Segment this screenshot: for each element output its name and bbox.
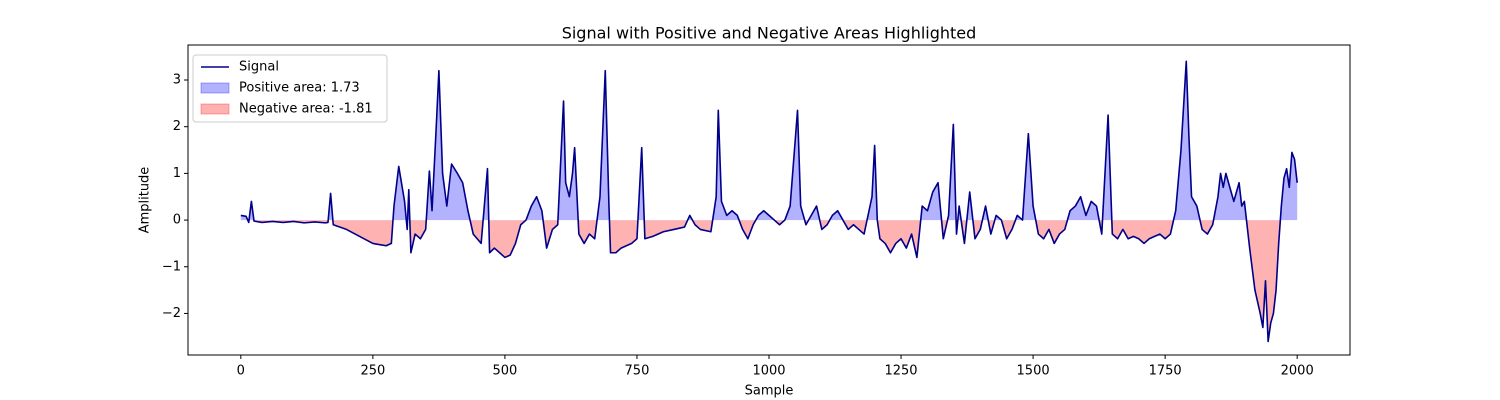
- legend-label: Positive area: 1.73: [239, 81, 360, 96]
- x-tick-label: 1000: [752, 364, 785, 379]
- positive-area: [240, 61, 1298, 221]
- y-tick-label: 3: [173, 73, 181, 88]
- x-tick-label: 1750: [1149, 364, 1182, 379]
- legend-label: Negative area: -1.81: [239, 102, 373, 117]
- x-tick-label: 750: [625, 364, 650, 379]
- x-tick-label: 1250: [884, 364, 917, 379]
- y-tick-label: −2: [162, 306, 181, 321]
- x-tick-label: 1500: [1017, 364, 1050, 379]
- y-tick-label: 1: [173, 166, 181, 181]
- signal-line: [240, 60, 1298, 343]
- x-tick-label: 0: [237, 364, 245, 379]
- chart-title: Signal with Positive and Negative Areas …: [562, 24, 977, 43]
- y-tick-label: −1: [162, 259, 181, 274]
- x-tick-label: 500: [492, 364, 517, 379]
- legend-label: Signal: [239, 60, 279, 75]
- x-tick-label: 250: [360, 364, 385, 379]
- plot-frame: [187, 44, 1351, 356]
- x-tick-label: 2000: [1281, 364, 1314, 379]
- y-axis-label: Amplitude: [138, 167, 153, 234]
- legend-box: [192, 54, 388, 123]
- negative-area: [247, 220, 1281, 342]
- legend-swatch: [200, 82, 230, 94]
- x-axis-label: Sample: [745, 384, 794, 399]
- y-tick-label: 2: [173, 119, 181, 134]
- y-tick-label: 0: [173, 213, 181, 228]
- legend-swatch: [200, 103, 230, 115]
